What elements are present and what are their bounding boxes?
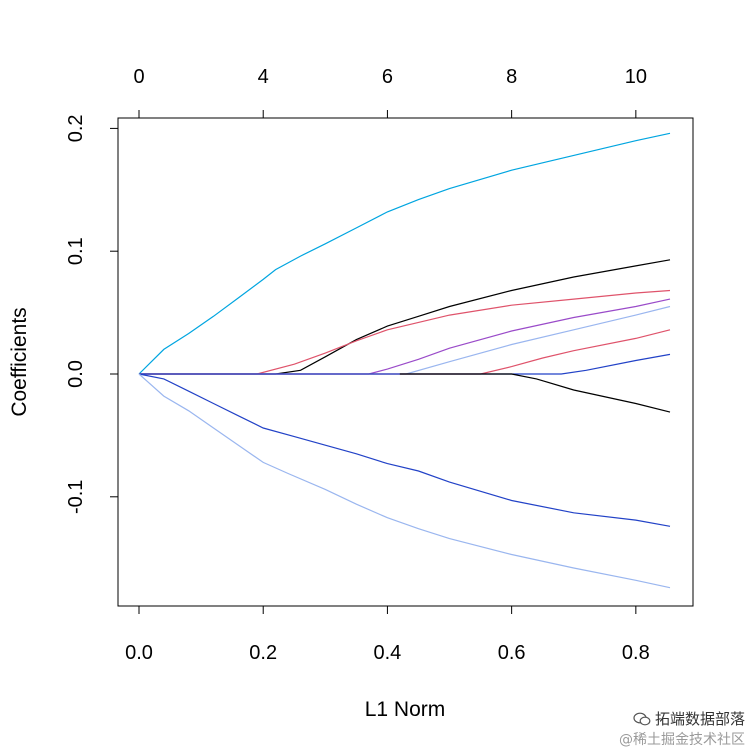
top-tick-label: 4 — [258, 66, 269, 88]
x-tick-label: 0.4 — [374, 642, 402, 664]
y-axis-title: Coefficients — [8, 307, 31, 416]
top-tick-label: 0 — [133, 66, 144, 88]
y-tick-label: 0.2 — [65, 114, 87, 142]
x-tick-label: 0.2 — [249, 642, 277, 664]
watermark-source: @稀土掘金技术社区 — [619, 732, 745, 748]
axes-layer: 0.0 0.2 0.4 0.6 0.8 0 4 6 8 10 -0.1 0.0 0.1 0.2 — [65, 66, 650, 664]
y-tick-label: -0.1 — [65, 480, 87, 514]
x-tick-label: 0.8 — [622, 642, 650, 664]
series-line-4 — [139, 298, 671, 375]
top-tick-label: 10 — [625, 66, 647, 88]
y-tick-label: 0.1 — [65, 237, 87, 265]
x-axis-title: L1 Norm — [365, 698, 446, 721]
wechat-icon — [633, 712, 651, 726]
series-line-9 — [138, 373, 671, 527]
series-line-1 — [138, 132, 671, 375]
x-tick-label: 0.0 — [125, 642, 153, 664]
series-line-10 — [138, 373, 671, 589]
series-line-6 — [139, 329, 671, 375]
plot-frame — [117, 117, 694, 607]
x-tick-label: 0.6 — [498, 642, 526, 664]
series-layer — [138, 132, 671, 589]
series-line-8 — [399, 373, 671, 413]
top-tick-label: 6 — [382, 66, 393, 88]
series-line-3 — [139, 289, 671, 375]
watermark-brand: 拓端数据部落 — [633, 708, 745, 729]
series-line-2 — [139, 259, 671, 375]
y-tick-label: 0.0 — [65, 360, 87, 388]
watermark-line1: 拓端数据部落 — [654, 710, 745, 728]
top-tick-label: 8 — [506, 66, 517, 88]
